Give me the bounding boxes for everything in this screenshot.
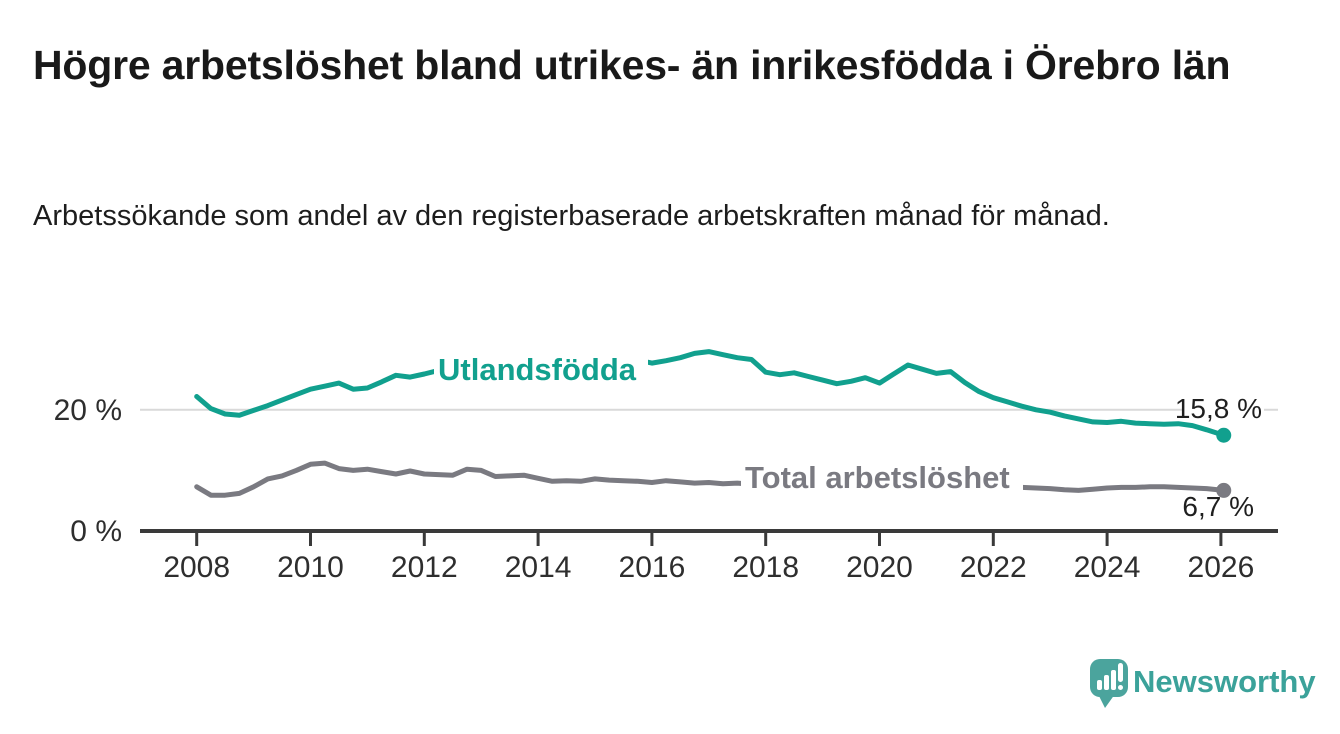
series-line-utlandsfodda [194,349,1227,438]
series-label-total: Total arbetslöshet [745,460,1010,495]
x-axis-tick-label: 2026 [1188,551,1255,584]
brand-name: Newsworthy [1133,664,1316,699]
label-halo [741,456,1023,494]
label-halo [434,348,648,385]
x-axis-tick-label: 2014 [505,551,572,584]
x-axis-tick-label: 2024 [1074,551,1141,584]
y-axis-label: 20 % [54,394,122,427]
x-axis-tick-label: 2022 [960,551,1027,584]
x-axis-tick-label: 2012 [391,551,458,584]
bar-chart-speech-bubble-icon [1090,659,1128,708]
x-axis-tick-label: 2010 [277,551,344,584]
x-axis-tick-label: 2020 [846,551,913,584]
series-line-total [194,460,1227,498]
x-axis-tick-label: 2016 [619,551,686,584]
y-axis-label: 0 % [70,515,122,548]
value-label-utlandsfodda: 15,8 % [1175,393,1262,424]
series-end-dot-total [1216,482,1232,498]
chart-subtitle: Arbetssökande som andel av den registerb… [33,200,1110,232]
label-halo [1184,396,1264,422]
x-axis-tick-label: 2018 [732,551,799,584]
x-axis-tick-label: 2008 [163,551,230,584]
series-label-utlandsfodda: Utlandsfödda [438,352,637,387]
value-label-total: 6,7 % [1182,491,1254,522]
chart-title: Högre arbetslöshet bland utrikes- än inr… [33,42,1231,88]
series-end-dot-utlandsfodda [1216,427,1232,443]
logo-bubble [1090,659,1128,708]
